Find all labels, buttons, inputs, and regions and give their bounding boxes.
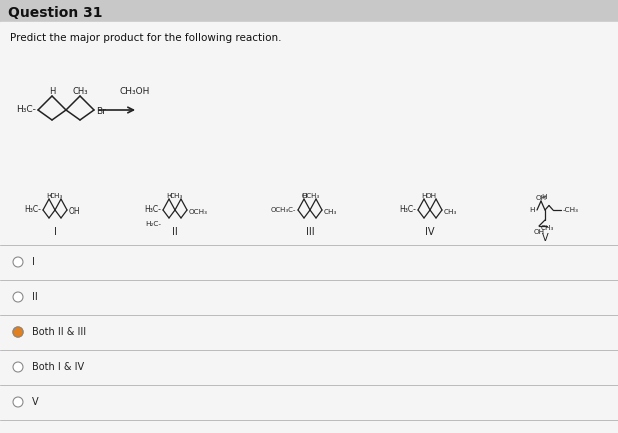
Text: H: H bbox=[301, 193, 307, 199]
Text: CH₃: CH₃ bbox=[324, 209, 337, 215]
Circle shape bbox=[13, 397, 23, 407]
Text: IV: IV bbox=[425, 227, 434, 237]
Circle shape bbox=[13, 327, 23, 337]
Text: CH₃OH: CH₃OH bbox=[120, 87, 150, 97]
Text: OH: OH bbox=[535, 195, 546, 201]
Text: CH₃: CH₃ bbox=[72, 87, 88, 96]
Text: V: V bbox=[32, 397, 38, 407]
Text: CH₃: CH₃ bbox=[540, 225, 554, 231]
Text: CH₃: CH₃ bbox=[49, 193, 62, 199]
Circle shape bbox=[13, 362, 23, 372]
Text: H: H bbox=[166, 193, 172, 199]
Text: V: V bbox=[542, 233, 548, 243]
Text: -CH₃: -CH₃ bbox=[563, 207, 579, 213]
Text: H: H bbox=[46, 193, 52, 199]
Text: H₃C-: H₃C- bbox=[144, 206, 161, 214]
Text: H: H bbox=[49, 87, 55, 96]
Text: CH₃: CH₃ bbox=[169, 193, 183, 199]
Text: Question 31: Question 31 bbox=[8, 6, 103, 20]
Text: III: III bbox=[306, 227, 315, 237]
Text: OCH₃: OCH₃ bbox=[302, 193, 320, 199]
Text: H: H bbox=[421, 193, 427, 199]
Text: H: H bbox=[530, 207, 535, 213]
Text: Both II & III: Both II & III bbox=[32, 327, 86, 337]
Text: OH: OH bbox=[69, 207, 80, 216]
Text: H: H bbox=[541, 194, 546, 200]
Text: II: II bbox=[32, 292, 38, 302]
Text: OCH₃C-: OCH₃C- bbox=[271, 207, 296, 213]
Text: OCH₃: OCH₃ bbox=[189, 209, 208, 215]
Text: I: I bbox=[32, 257, 35, 267]
Text: H₂C-: H₂C- bbox=[145, 221, 161, 227]
Text: II: II bbox=[172, 227, 178, 237]
Text: I: I bbox=[54, 227, 56, 237]
Text: H₃C-: H₃C- bbox=[399, 206, 416, 214]
Circle shape bbox=[13, 257, 23, 267]
Text: Both I & IV: Both I & IV bbox=[32, 362, 84, 372]
Text: Predict the major product for the following reaction.: Predict the major product for the follow… bbox=[10, 33, 282, 43]
Circle shape bbox=[13, 292, 23, 302]
Bar bbox=[0, 0, 618, 22]
Text: CH₃: CH₃ bbox=[444, 209, 457, 215]
Text: OH: OH bbox=[533, 229, 544, 235]
Text: H₃C-: H₃C- bbox=[16, 106, 36, 114]
Text: Br: Br bbox=[96, 107, 106, 116]
Text: OH: OH bbox=[425, 193, 436, 199]
Text: H₃C-: H₃C- bbox=[24, 206, 41, 214]
